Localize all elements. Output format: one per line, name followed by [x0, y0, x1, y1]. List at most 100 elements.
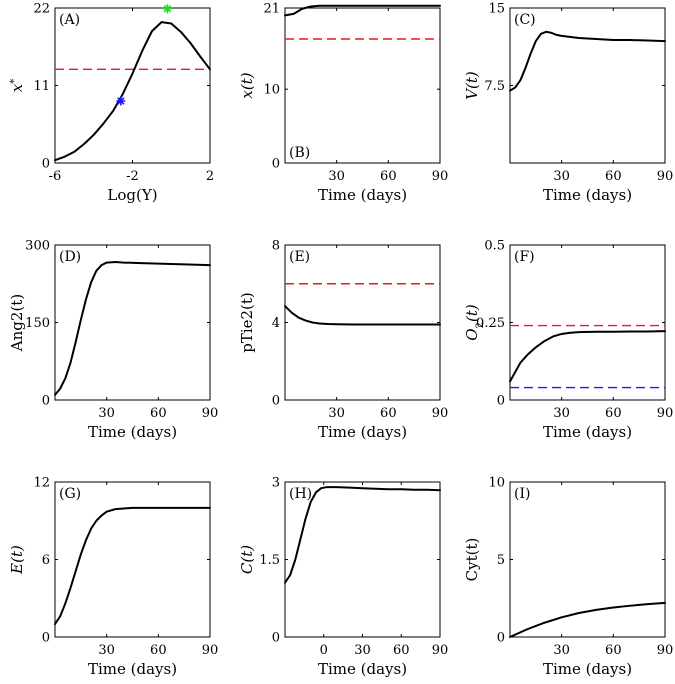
axes-box — [509, 244, 666, 401]
x-tick-label: 30 — [553, 169, 570, 184]
x-tick-label: 90 — [657, 643, 674, 658]
panel-label: (F) — [514, 249, 535, 265]
series-line — [509, 330, 666, 383]
panel-label: (D) — [59, 249, 81, 265]
panel-f: 30 60 90 0 0.25 0.5 Time (days) O2(t) (F) — [463, 239, 673, 442]
x-tick-label: 30 — [354, 643, 371, 658]
y-tick-label: 6 — [42, 553, 50, 568]
series-line — [54, 506, 211, 626]
y-tick-label: 22 — [33, 2, 50, 17]
y-tick-label: 12 — [33, 476, 50, 491]
x-axis-label: Time (days) — [88, 660, 177, 678]
series-line — [54, 21, 211, 162]
x-tick-label: 90 — [202, 643, 219, 658]
y-tick-label: 3 — [272, 476, 280, 491]
x-tick-label: 60 — [605, 169, 622, 184]
axes-box — [54, 244, 211, 401]
y-tick-label: 0 — [42, 631, 50, 646]
y-axis-label: Ang2(t) — [8, 294, 26, 352]
x-tick-label: 90 — [432, 169, 449, 184]
panel-label: (C) — [514, 12, 536, 28]
series-line — [284, 305, 441, 326]
y-tick-label: 0 — [42, 157, 50, 172]
y-tick-label: 0.25 — [476, 316, 505, 331]
panel-label: (A) — [59, 12, 80, 28]
x-tick-label: 30 — [98, 643, 115, 658]
x-tick-label: 30 — [328, 169, 345, 184]
y-tick-label: 1.5 — [259, 553, 280, 568]
series-line — [54, 261, 211, 396]
y-tick-label: 0 — [272, 631, 280, 646]
star-marker — [162, 4, 172, 14]
series-line — [284, 4, 441, 17]
y-tick-label: 7.5 — [484, 79, 505, 94]
y-axis-label: x(t) — [238, 72, 256, 98]
x-axis-label: Time (days) — [543, 660, 632, 678]
x-tick-label: 60 — [605, 406, 622, 421]
x-axis-label: Time (days) — [318, 660, 407, 678]
x-tick-label: 60 — [605, 643, 622, 658]
x-axis-label: Time (days) — [318, 423, 407, 441]
star-marker — [116, 96, 126, 106]
y-axis-label: V(t) — [463, 71, 481, 100]
panel-e: 30 60 90 0 4 8 Time (days) pTie2(t) (E) — [238, 239, 448, 442]
x-tick-label: 30 — [328, 406, 345, 421]
x-tick-label: -2 — [126, 169, 139, 184]
y-tick-label: 300 — [25, 239, 50, 254]
x-tick-label: 30 — [98, 406, 115, 421]
panel-g: 30 60 90 0 6 12 Time (days) E(t) (G) — [8, 476, 218, 679]
panel-i: 30 60 90 0 5 10 Time (days) Cyt(t) (I) — [463, 476, 673, 679]
y-tick-label: 11 — [33, 79, 50, 94]
y-tick-label: 150 — [25, 316, 50, 331]
x-tick-label: 0 — [320, 643, 328, 658]
series-line — [284, 486, 441, 584]
y-tick-label: 10 — [263, 83, 280, 98]
x-tick-label: -6 — [49, 169, 62, 184]
axes-box — [509, 7, 666, 164]
panel-h: 0 30 60 90 0 1.5 3 Time (days) C(t) (H) — [238, 476, 448, 679]
x-tick-label: 60 — [150, 406, 167, 421]
y-axis-label: C(t) — [238, 545, 256, 574]
x-tick-label: 30 — [553, 406, 570, 421]
y-axis-label: E(t) — [8, 545, 26, 575]
x-tick-label: 90 — [432, 643, 449, 658]
y-axis-label: pTie2(t) — [238, 292, 256, 353]
y-tick-label: 21 — [263, 2, 280, 17]
y-tick-label: 10 — [488, 476, 505, 491]
x-tick-label: 90 — [657, 169, 674, 184]
y-axis-label: Cyt(t) — [463, 538, 481, 582]
x-axis-label: Time (days) — [88, 423, 177, 441]
y-tick-label: 0 — [42, 394, 50, 409]
panel-label: (E) — [289, 249, 310, 265]
y-tick-label: 0.5 — [484, 239, 505, 254]
panel-label: (I) — [514, 486, 530, 502]
x-tick-label: 90 — [432, 406, 449, 421]
axes-box — [284, 481, 441, 638]
series-line — [509, 601, 666, 638]
y-tick-label: 5 — [497, 553, 505, 568]
series-line — [509, 30, 666, 92]
panel-c: 30 60 90 7.5 15 Time (days) V(t) (C) — [463, 2, 673, 205]
y-tick-label: 0 — [272, 394, 280, 409]
x-tick-label: 90 — [202, 406, 219, 421]
x-tick-label: 90 — [657, 406, 674, 421]
x-tick-label: 30 — [553, 643, 570, 658]
axes-box — [54, 7, 211, 164]
x-axis-label: Time (days) — [543, 186, 632, 204]
axes-box — [509, 481, 666, 638]
x-tick-label: 60 — [380, 406, 397, 421]
y-tick-label: 0 — [272, 157, 280, 172]
panel-a: -6 -2 2 0 11 22 Log(Y) x* (A) — [8, 2, 214, 205]
panel-b: 30 60 90 0 10 21 Time (days) x(t) (B) — [238, 2, 448, 205]
panel-label: (B) — [289, 145, 310, 161]
x-axis-label: Time (days) — [543, 423, 632, 441]
x-tick-label: 60 — [150, 643, 167, 658]
panel-label: (H) — [289, 486, 312, 502]
y-axis-label: O2(t) — [463, 304, 486, 341]
x-axis-label: Time (days) — [318, 186, 407, 204]
x-tick-label: 60 — [393, 643, 410, 658]
panel-d: 30 60 90 0 150 300 Time (days) Ang2(t) (D) — [8, 239, 218, 442]
y-tick-label: 8 — [272, 239, 280, 254]
y-tick-label: 0 — [497, 631, 505, 646]
